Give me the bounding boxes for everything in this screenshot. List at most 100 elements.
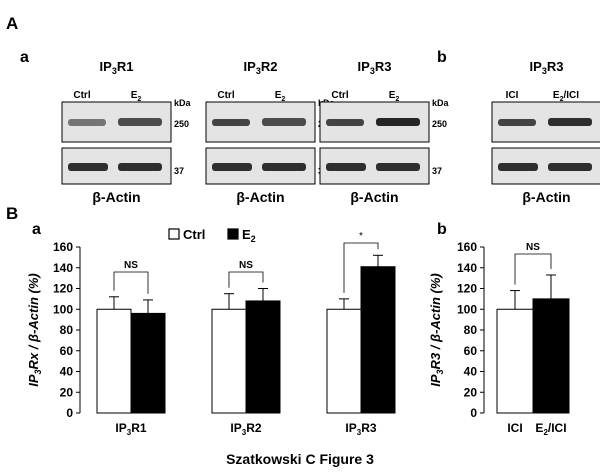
blot-band-target-lane2-1: [262, 118, 306, 126]
blot-title-1-base: IP: [244, 59, 257, 74]
significance-bracket: [514, 253, 552, 285]
blot-lane2-label-0-sub: 2: [137, 96, 141, 103]
blot-title-0-base: IP: [100, 59, 113, 74]
blot-loading-control-label-3: β-Actin: [522, 189, 570, 205]
y-tick-label: 80: [464, 323, 478, 337]
bar-ctrl-1: [211, 308, 247, 414]
significance-label: NS: [124, 260, 138, 271]
x-tick-label-0: IP3R1: [115, 421, 146, 437]
blot-title-0-sub: 3: [112, 66, 117, 76]
significance-label: *: [359, 231, 363, 242]
bar-ctrl-2: [326, 308, 362, 414]
figure-caption: Szatkowski C Figure 3: [226, 451, 374, 467]
western-blot-group: IP3R1CtrlE2kDa25037β-ActinIP3R2CtrlE2kDa…: [61, 59, 600, 205]
y-tick-label: 0: [470, 406, 477, 420]
bar-ctrl-0: [96, 308, 132, 414]
blot-title-1-rest: R2: [261, 59, 278, 74]
y-tick-label: 160: [53, 240, 73, 254]
significance-label: NS: [239, 260, 253, 271]
x-tick-label-0-base: IP: [115, 421, 126, 435]
bar-0: [496, 308, 534, 414]
y-tick-label: 60: [464, 344, 478, 358]
legend-label-ctrl: Ctrl: [183, 227, 205, 242]
x-tick-label-1-rest: /ICI: [548, 421, 567, 435]
blot-band-target-lane1-0: [68, 119, 106, 126]
blot-lane2-label-1: E2: [275, 90, 286, 103]
blot-kda-label-2: kDa: [432, 98, 450, 108]
y-tick-label: 80: [60, 323, 74, 337]
x-tick-label-1-base: E: [535, 421, 543, 435]
panel-b-sub-a: a: [32, 221, 41, 238]
blot-title-0: IP3R1: [100, 59, 134, 76]
blot-lane2-label-1-base: E: [275, 90, 282, 101]
blot-loading-control-label-2: β-Actin: [350, 189, 398, 205]
blot-mw-37-label-2: 37: [432, 166, 442, 176]
blot-title-1-sub: 3: [256, 66, 261, 76]
y-tick-label: 160: [457, 240, 477, 254]
y-tick-label: 60: [60, 344, 74, 358]
y-tick-label: 40: [464, 365, 478, 379]
blot-kda-label-0: kDa: [174, 98, 192, 108]
x-tick-label-2-rest: R3: [361, 421, 377, 435]
blot-band-actin-lane2-2: [376, 163, 420, 171]
y-tick-label: 100: [457, 302, 477, 316]
blot-title-2-sub: 3: [370, 66, 375, 76]
y-axis-label: IP3R3 / β-Actin (%): [428, 273, 445, 387]
blot-loading-control-label-1: β-Actin: [236, 189, 284, 205]
panel-a-sub-b: b: [437, 49, 447, 66]
blot-band-actin-lane2-1: [262, 163, 306, 171]
x-tick-label-0-sub: 3: [127, 428, 132, 437]
x-tick-label-2-sub: 3: [357, 428, 362, 437]
y-tick-label: 20: [60, 385, 74, 399]
significance-bracket: [228, 271, 264, 288]
blot-lane2-label-2-sub: 2: [395, 96, 399, 103]
x-tick-label-1-base: IP: [230, 421, 241, 435]
bar-e2-1: [245, 300, 281, 414]
blot-lane2-label-0-base: E: [131, 90, 138, 101]
y-axis-label: IP3Rx / β-Actin (%): [26, 273, 43, 387]
blot-lane2-label-2-base: E: [389, 90, 396, 101]
x-tick-label-0-base: ICI: [507, 421, 522, 435]
blot-title-1: IP3R2: [244, 59, 278, 76]
blot-lane1-label-3: ICI: [506, 90, 519, 101]
panel-b-label: B: [6, 204, 18, 223]
blot-title-2: IP3R3: [358, 59, 392, 76]
blot-band-actin-lane2-0: [118, 163, 162, 171]
panel-b-sub-b: b: [437, 221, 447, 238]
x-tick-label-2: IP3R3: [345, 421, 376, 437]
blot-band-actin-lane2-3: [548, 163, 592, 171]
blot-lane2-label-3-rest: /ICI: [564, 90, 580, 101]
significance-bracket: [113, 271, 149, 294]
blot-title-3-base: IP: [530, 59, 543, 74]
blot-band-target-lane2-0: [118, 118, 162, 126]
blot-title-2-base: IP: [358, 59, 371, 74]
x-tick-label-1: IP3R2: [230, 421, 261, 437]
legend-swatch-e2: [227, 228, 239, 240]
panel-a-label: A: [6, 14, 18, 33]
y-tick-label: 140: [457, 261, 477, 275]
blot-band-target-lane2-2: [376, 118, 420, 126]
blot-mw-250-label-2: 250: [432, 119, 447, 129]
y-tick-label: 120: [457, 282, 477, 296]
blot-band-actin-lane1-3: [498, 163, 538, 171]
blot-title-0-rest: R1: [117, 59, 134, 74]
x-tick-label-0-rest: R1: [131, 421, 147, 435]
y-tick-label: 0: [66, 406, 73, 420]
blot-band-target-lane2-3: [548, 118, 592, 126]
x-tick-label-1: E2/ICI: [535, 421, 566, 437]
blot-lane1-label-0: Ctrl: [73, 90, 90, 101]
x-tick-label-1-sub: 2: [543, 428, 548, 437]
blot-lane1-label-2: Ctrl: [331, 90, 348, 101]
blot-lane2-label-0: E2: [131, 90, 142, 103]
blot-band-target-lane1-2: [326, 119, 364, 126]
blot-lane1-label-1: Ctrl: [217, 90, 234, 101]
y-tick-label: 20: [464, 385, 478, 399]
blot-title-3-sub: 3: [542, 66, 547, 76]
significance-label: NS: [526, 242, 540, 253]
legend: Ctrl E2: [168, 227, 256, 244]
legend-swatch-ctrl: [168, 228, 180, 240]
blot-band-actin-lane1-2: [326, 163, 366, 171]
blot-lane2-label-3-base: E: [553, 90, 560, 101]
